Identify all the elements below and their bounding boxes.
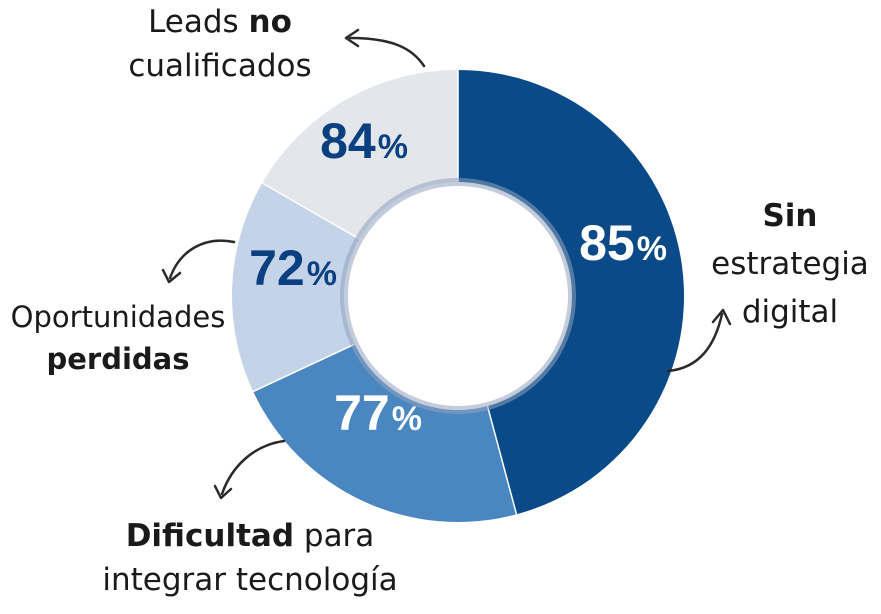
dificultad-bold: Dificultad [125, 518, 295, 554]
label-dificultad-integrar: Dificultad para integrar tecnología [80, 514, 420, 602]
leads-no-bold: no [248, 4, 292, 40]
donut-segment-3 [232, 183, 360, 392]
segment-divider [252, 343, 355, 393]
segment-divider [486, 405, 518, 515]
donut-segment-2 [253, 344, 517, 523]
segment-divider [261, 182, 360, 240]
oportunidades-word: Oportunidades [10, 300, 226, 334]
donut-inner-ring [340, 178, 576, 414]
arrow-icon-sin [666, 308, 732, 373]
arrow-icon-oportunidades [161, 239, 236, 284]
label-leads-no-cualificados: Leads no cualificados [115, 0, 325, 88]
perdidas-bold: perdidas [46, 342, 190, 376]
integrar-tecnologia: integrar tecnología [102, 562, 398, 598]
dificultad-para: para [294, 518, 375, 554]
sin-bold: Sin [762, 198, 818, 234]
donut-segment-4 [262, 70, 458, 239]
segment-value-label-4: 84% [320, 113, 408, 169]
label-oportunidades-perdidas: Oportunidades perdidas [2, 296, 234, 380]
arrow-icon-dificultad [213, 439, 286, 500]
label-sin-estrategia-digital: Sin estrategia digital [700, 192, 880, 336]
segment-value-label-2: 77% [334, 385, 422, 441]
leads-word: Leads [148, 4, 249, 40]
donut-segment-1 [458, 70, 685, 515]
leads-cualificados: cualificados [128, 48, 312, 84]
sin-estrategia: estrategia [711, 246, 869, 282]
donut-hole [349, 187, 567, 405]
sin-digital: digital [741, 294, 839, 330]
segment-value-label-1: 85% [579, 215, 667, 271]
arrow-icon-leads [344, 28, 426, 68]
segment-value-label-3: 72% [249, 240, 337, 296]
